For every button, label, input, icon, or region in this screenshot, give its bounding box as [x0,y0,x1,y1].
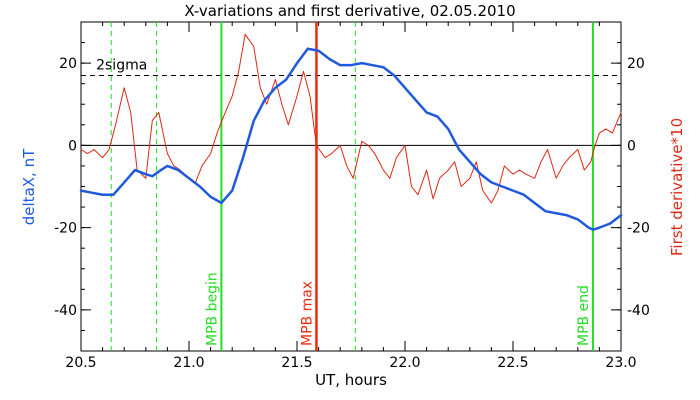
y-axis-right-ticks: -40 -20 0 20 [611,21,650,352]
y-right-tick-label: 20 [627,56,645,72]
y-right-tick-label: -20 [627,221,650,237]
y-right-tick-label: -40 [627,303,650,319]
x-tick-label: 22.0 [389,355,420,371]
x-tick-label: 21.0 [173,355,204,371]
reference-lines: 2sigma [81,57,621,146]
x-tick-label: 20.5 [65,355,96,371]
x-axis-title: UT, hours [315,371,387,389]
y-axis-right-title: First derivative*10 [668,118,686,256]
series-derivative-line [80,33,622,204]
threshold-label: 2sigma [96,57,147,73]
y-left-tick-label: -20 [54,221,77,237]
y-left-tick-label: 0 [68,138,77,154]
x-axis-ticks: 20.5 21.0 21.5 22.0 22.5 23.0 [65,22,637,371]
x-tick-label: 23.0 [605,355,636,371]
series-lines [79,33,623,231]
x-tick-label: 22.5 [497,355,528,371]
marker-label: MPB end [576,285,592,346]
y-left-tick-label: -40 [54,303,77,319]
plot-frame [80,21,622,352]
y-axis-left-title: deltaX, nT [20,148,38,225]
y-right-tick-label: 0 [627,138,636,154]
x-tick-label: 21.5 [281,355,312,371]
marker-label: MPB begin [204,272,220,346]
y-axis-left-ticks: -40 -20 0 20 [54,21,91,352]
chart-title: X-variations and first derivative, 02.05… [184,2,515,20]
y-left-tick-label: 20 [59,56,77,72]
event-markers: MPB begin MPB max MPB end [110,22,594,351]
marker-label: MPB max [299,281,315,346]
series-deltax-line [79,47,623,231]
